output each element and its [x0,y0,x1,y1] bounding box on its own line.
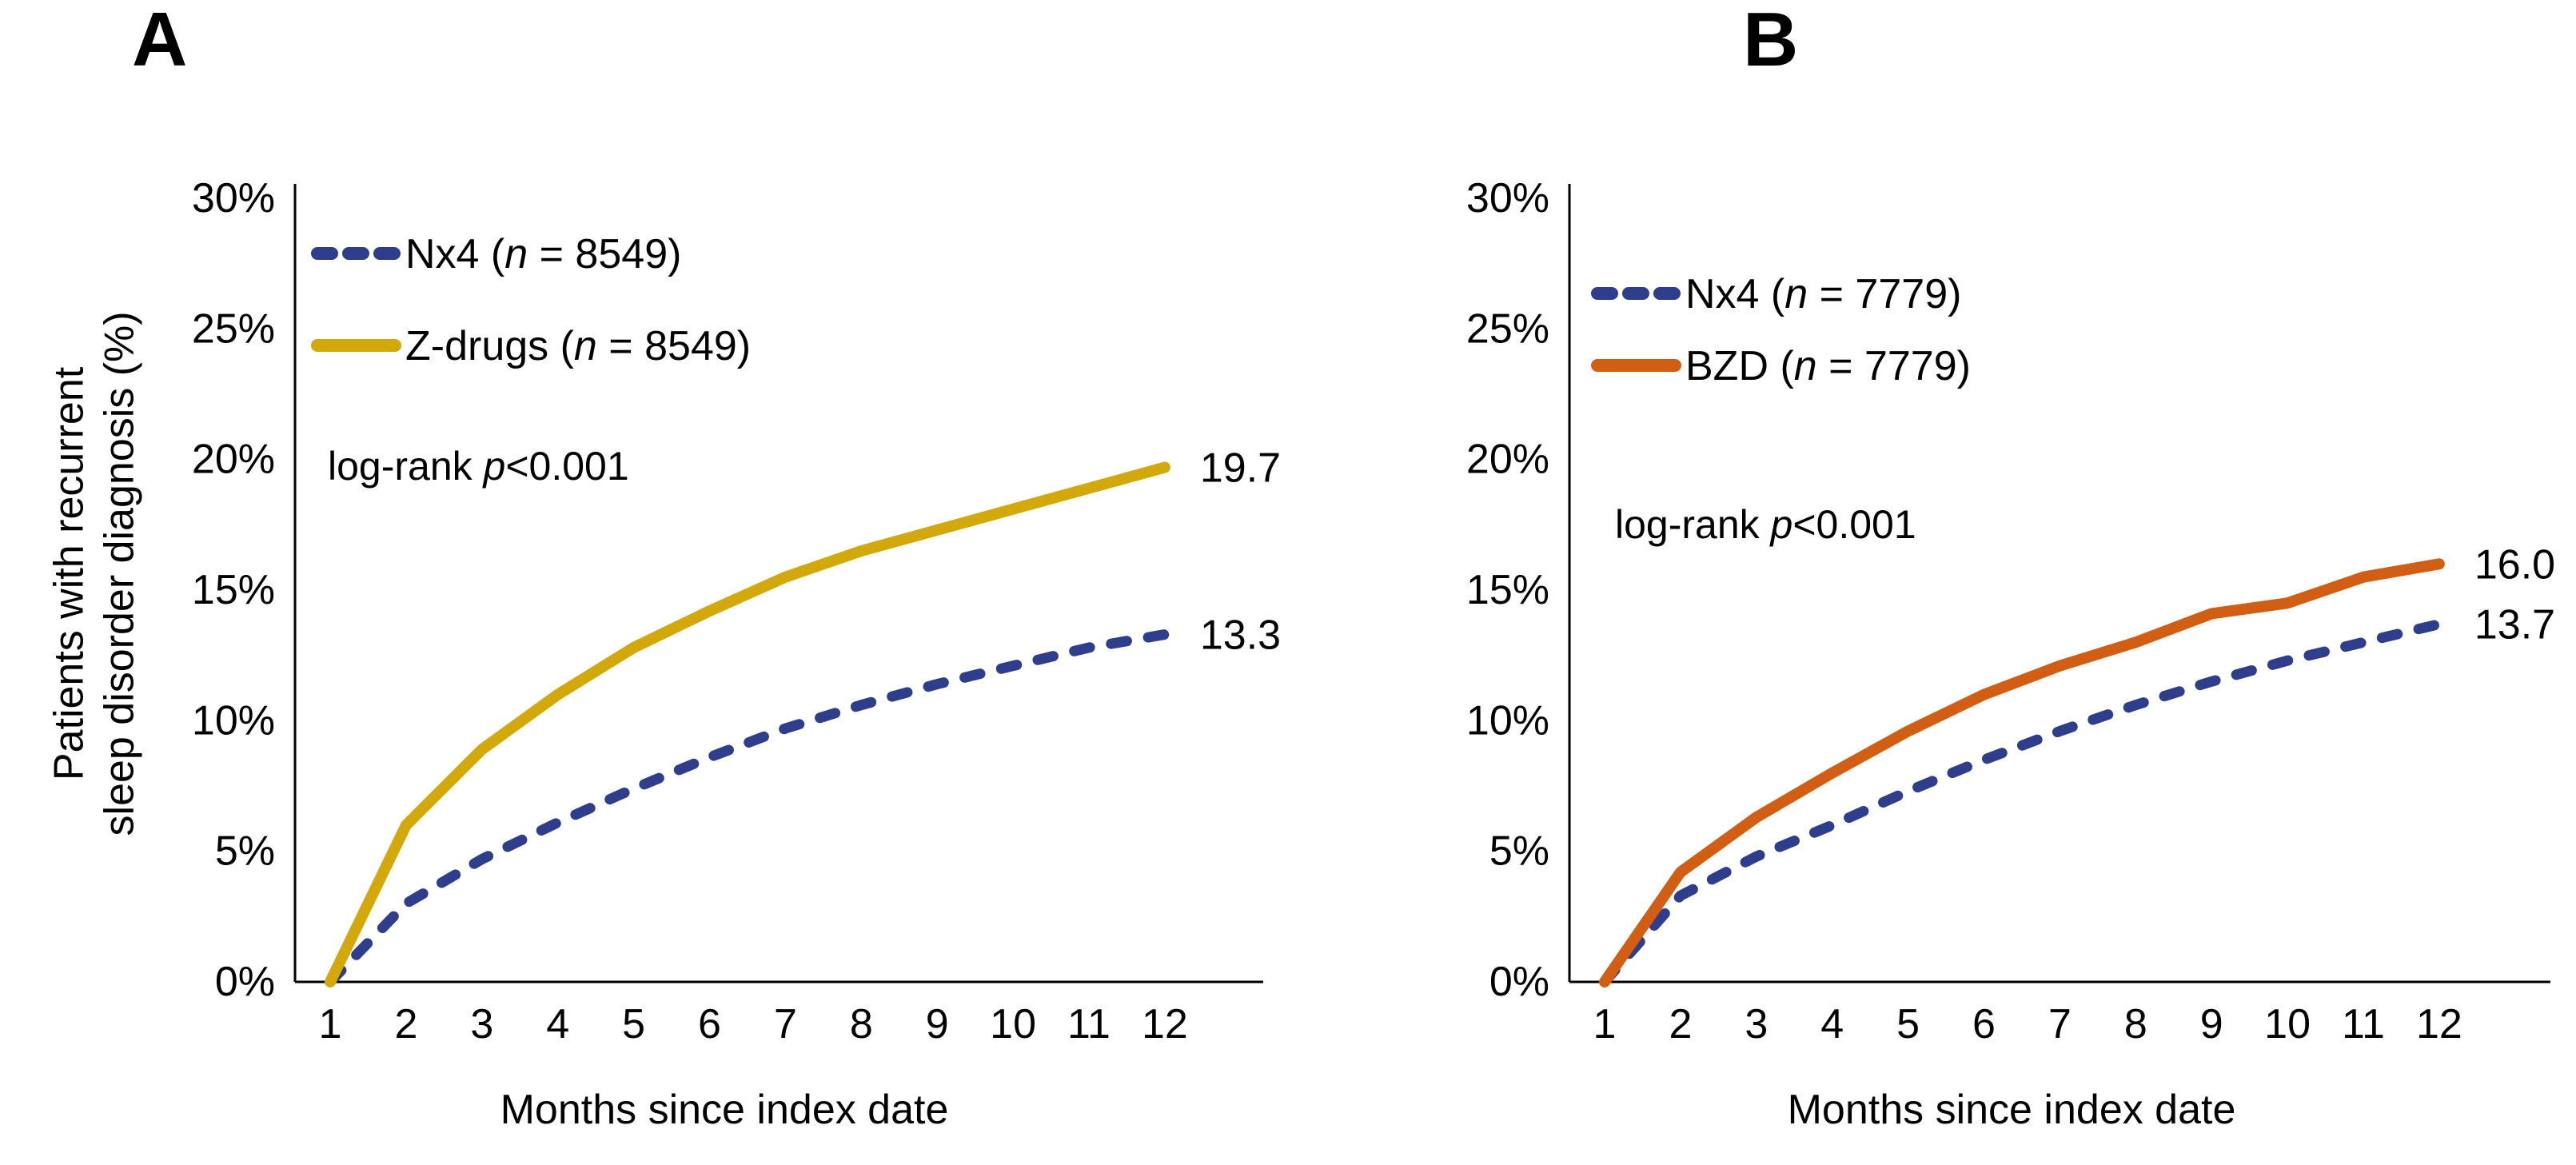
x-tick-label: 10 [990,1001,1036,1047]
legend-label: Nx4 (n = 7779) [1685,271,1961,317]
legend-item-nx4: Nx4 (n = 8549) [311,231,681,277]
y-tick-label: 25% [1466,305,1549,352]
series-line-z-drugs [325,461,1170,987]
x-axis-title-b: Months since index date [1787,1087,2236,1133]
y-tick-label: 30% [1466,175,1549,221]
end-value-label-nx4: 13.3 [1200,612,1281,659]
x-tick-label: 5 [622,1001,645,1047]
y-tick-label: 25% [192,305,275,352]
x-tick-label: 12 [1142,1001,1188,1047]
y-tick-label: 0% [1489,959,1549,1005]
series-line-nx4 [325,629,1170,987]
x-tick-label: 6 [698,1001,721,1047]
x-tick-label: 9 [2200,1001,2223,1047]
x-tick-label: 1 [319,1001,342,1047]
y-axis-title-text: Patients with recurrent sleep disorder di… [46,311,144,836]
y-axis-title: Patients with recurrent sleep disorder di… [18,184,173,964]
x-tick-label: 1 [1593,1001,1617,1047]
legend-label: BZD (n = 7779) [1685,343,1971,389]
x-tick-label: 3 [1745,1001,1768,1047]
x-tick-label: 8 [850,1001,873,1047]
x-tick-label: 12 [2416,1001,2462,1047]
x-tick-label: 11 [2342,1001,2385,1047]
series-line-bzd [1599,558,2445,987]
x-tick-label: 7 [774,1001,797,1047]
y-tick-label: 5% [1489,828,1549,875]
y-tick-label: 20% [192,437,275,483]
panel-b-letter: B [1743,0,1799,82]
y-tick-label: 30% [192,175,275,221]
legend-label: Nx4 (n = 8549) [405,231,681,277]
x-tick-label: 4 [546,1001,569,1047]
y-tick-label: 5% [215,828,275,875]
x-tick-label: 4 [1820,1001,1844,1047]
x-tick-label: 8 [2124,1001,2147,1047]
panel-a-letter: A [132,0,188,82]
x-tick-label: 10 [2264,1001,2311,1047]
end-value-label-z-drugs: 19.7 [1200,445,1281,491]
y-tick-label: 10% [1466,697,1549,744]
x-tick-label: 7 [2048,1001,2072,1047]
legend-item-bzd: BZD (n = 7779) [1591,343,1971,389]
series-line-nx4 [1599,619,2445,987]
x-tick-label: 6 [1972,1001,1996,1047]
log-rank-annotation: log-rank p<0.001 [1615,502,1916,547]
x-tick-label: 2 [394,1001,417,1047]
legend-label: Z-drugs (n = 8549) [405,323,751,369]
legend-item-z-drugs: Z-drugs (n = 8549) [311,323,751,369]
legend-item-nx4: Nx4 (n = 7779) [1591,271,1961,317]
end-value-label-bzd: 16.0 [2474,541,2555,588]
log-rank-annotation: log-rank p<0.001 [328,444,629,489]
x-tick-label: 9 [926,1001,949,1047]
y-tick-label: 15% [1466,567,1549,613]
x-tick-label: 5 [1896,1001,1920,1047]
x-axis-title-a: Months since index date [500,1087,949,1133]
end-value-label-nx4: 13.7 [2474,601,2555,648]
x-tick-label: 11 [1067,1001,1111,1047]
y-tick-label: 10% [192,697,275,744]
x-tick-label: 2 [1669,1001,1692,1047]
y-tick-label: 15% [192,567,275,613]
x-tick-label: 3 [470,1001,493,1047]
y-tick-label: 20% [1466,437,1549,483]
y-tick-label: 0% [215,959,275,1005]
